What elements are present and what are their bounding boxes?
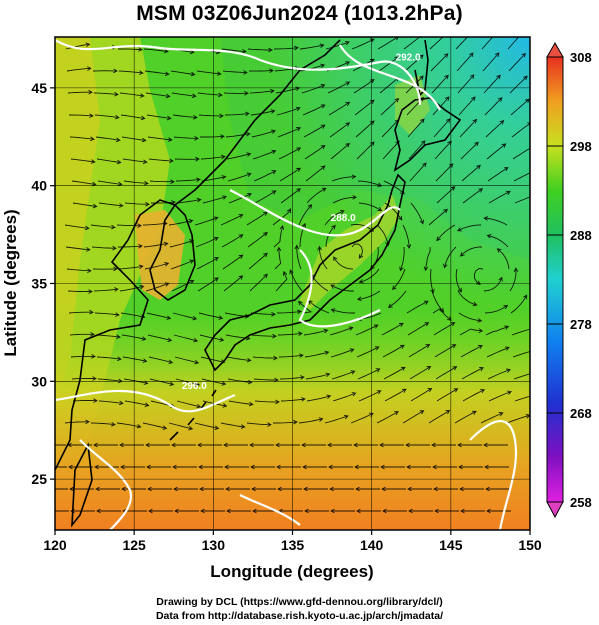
contour-label: 288.0 (331, 213, 356, 224)
colorbar-tick-label: 278 (570, 317, 592, 332)
x-axis-ticks: 120 125 130 135 140 145 150 (43, 530, 542, 553)
map-title: MSM 03Z06Jun2024 (1013.2hPa) (136, 2, 463, 25)
y-axis-ticks: 25 30 35 40 45 (31, 80, 55, 487)
x-tick-label: 140 (360, 537, 384, 553)
credit-line-2: Data from http://database.rish.kyoto-u.a… (155, 610, 444, 622)
colorbar-tick-label: 268 (570, 406, 592, 421)
y-axis-label: Latitude (degrees) (1, 209, 20, 356)
y-tick-label: 30 (31, 373, 47, 389)
colorbar-tick-label: 288 (570, 228, 592, 243)
gridlines (55, 37, 530, 530)
temperature-field (55, 37, 530, 530)
colorbar-tick-label: 258 (570, 495, 592, 510)
contour-label: 296.0 (182, 381, 207, 392)
colorbar: 258 268 278 288 298 308 (546, 41, 592, 519)
x-tick-label: 145 (439, 537, 463, 553)
x-tick-label: 130 (202, 537, 226, 553)
colorbar-tick-label: 298 (570, 139, 592, 154)
y-tick-label: 40 (31, 178, 47, 194)
contour-labels: 292.0 288.0 296.0 (182, 52, 421, 392)
credit-line-1: Drawing by DCL (https://www.gfd-dennou.o… (156, 596, 443, 608)
colorbar-bottom-arrow (546, 501, 564, 519)
x-axis-label: Longitude (degrees) (210, 562, 373, 581)
x-tick-label: 135 (281, 537, 305, 553)
x-tick-label: 150 (518, 537, 542, 553)
wind-streamlines (55, 37, 530, 514)
y-tick-label: 45 (31, 80, 47, 96)
coastlines (55, 39, 462, 528)
x-tick-label: 120 (43, 537, 67, 553)
y-tick-label: 35 (31, 276, 47, 292)
y-tick-label: 25 (31, 471, 47, 487)
contour-label: 292.0 (396, 52, 421, 63)
x-tick-label: 125 (122, 537, 146, 553)
colorbar-top-arrow (546, 41, 564, 58)
colorbar-tick-label: 308 (570, 50, 592, 65)
isotherm-contours (55, 39, 518, 530)
